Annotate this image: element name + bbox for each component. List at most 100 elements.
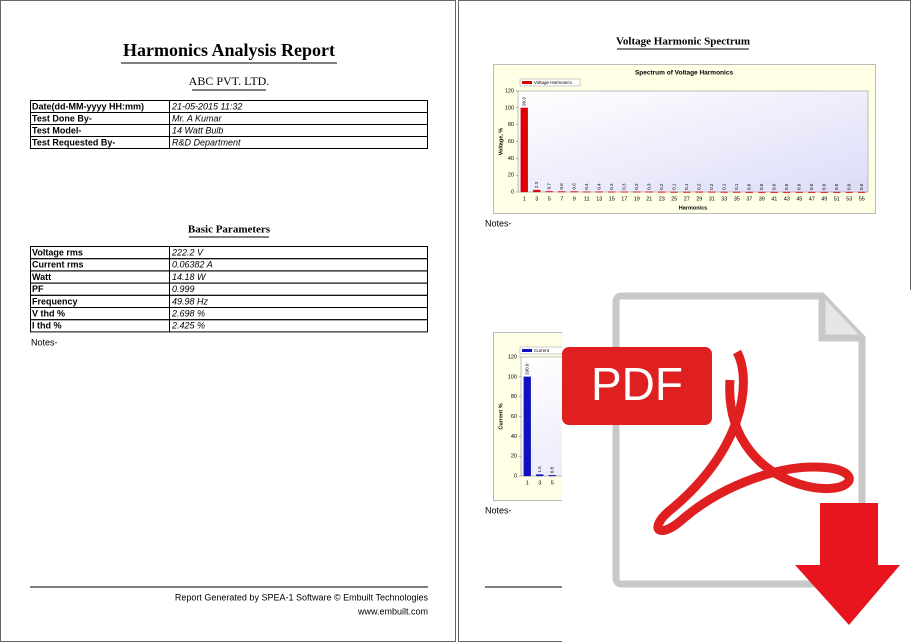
row-value: 21-05-2015 11:32 <box>171 101 242 111</box>
x-tick-label: 7 <box>560 196 563 202</box>
bar <box>620 191 628 193</box>
value-label: 2.3 <box>534 181 539 188</box>
row-value: 14.18 W <box>172 272 207 282</box>
row-label: Frequency <box>32 296 78 306</box>
legend-label: Voltage Harmonics <box>534 80 573 85</box>
value-label: 100.0 <box>524 363 529 375</box>
bar <box>858 191 866 193</box>
x-tick-label: 51 <box>834 196 840 202</box>
row-label: Test Done By- <box>32 113 92 123</box>
row-value: Mr. A Kumar <box>172 113 223 123</box>
value-label: 0.6 <box>571 183 576 190</box>
value-label: 0.6 <box>559 183 564 190</box>
value-label: 0.0 <box>759 183 764 190</box>
value-label: 99.9 <box>521 97 526 106</box>
x-tick-label: 55 <box>859 196 865 202</box>
x-tick-label: 39 <box>759 196 765 202</box>
row-label: Test Requested By- <box>32 137 115 147</box>
x-tick-label: 35 <box>734 196 740 202</box>
x-tick-label: 1 <box>523 196 526 202</box>
row-value: 0.06382 A <box>172 260 213 270</box>
x-tick-label: 25 <box>671 196 677 202</box>
value-label: 0.8 <box>549 466 554 473</box>
y-tick-label: 120 <box>508 354 517 360</box>
x-tick-label: 13 <box>596 196 602 202</box>
bar <box>583 191 591 193</box>
value-label: 0.7 <box>546 183 551 190</box>
x-tick-label: 23 <box>659 196 665 202</box>
table-cell <box>169 319 428 333</box>
website: www.embuilt.com <box>357 606 428 616</box>
x-axis-label: Harmonics <box>679 205 707 211</box>
x-tick-label: 5 <box>548 196 551 202</box>
y-tick-label: 60 <box>511 414 517 420</box>
value-label: 0.1 <box>734 183 739 190</box>
bar <box>783 191 791 193</box>
y-tick-label: 40 <box>508 156 514 162</box>
x-tick-label: 19 <box>634 196 640 202</box>
x-tick-label: 15 <box>609 196 615 202</box>
value-label: 0.2 <box>659 183 664 190</box>
bar <box>520 107 528 193</box>
x-tick-label: 49 <box>821 196 827 202</box>
y-axis-label: Current % <box>498 403 504 429</box>
value-label: 0.1 <box>684 183 689 190</box>
row-label: I thd % <box>32 321 62 331</box>
x-tick-label: 3 <box>535 196 538 202</box>
notes: Notes- <box>31 337 58 347</box>
report-title: Harmonics Analysis Report <box>123 40 335 60</box>
value-label: 0.3 <box>634 183 639 190</box>
row-value: 222.2 V <box>171 247 204 257</box>
row-value: 2.698 % <box>171 308 205 318</box>
company: ABC PVT. LTD. <box>189 74 270 88</box>
bar <box>683 191 691 193</box>
row-value: 49.98 Hz <box>172 296 209 306</box>
bar <box>545 191 553 193</box>
row-value: R&D Department <box>172 137 241 147</box>
download-arrow <box>795 503 900 625</box>
section-title: Basic Parameters <box>188 224 271 236</box>
bar <box>770 191 778 193</box>
value-label: 1.5 <box>537 466 542 473</box>
bar <box>645 191 653 193</box>
bar <box>670 191 678 193</box>
bar <box>795 191 803 193</box>
y-tick-label: 40 <box>511 434 517 440</box>
y-tick-label: 0 <box>514 473 517 479</box>
x-tick-label: 41 <box>771 196 777 202</box>
value-label: 0.1 <box>721 183 726 190</box>
row-label: V thd % <box>32 308 65 318</box>
bar <box>820 191 828 193</box>
bar <box>695 191 703 193</box>
y-tick-label: 80 <box>508 122 514 128</box>
row-label: PF <box>32 284 44 294</box>
bar <box>548 475 556 477</box>
bar <box>808 191 816 193</box>
row-value: 0.999 <box>172 284 195 294</box>
value-label: 0.1 <box>671 183 676 190</box>
value-label: 0.0 <box>859 183 864 190</box>
legend-box <box>519 78 581 87</box>
bar <box>720 191 728 193</box>
legend-label: Current <box>534 348 550 353</box>
x-tick-label: 31 <box>709 196 715 202</box>
bar <box>708 191 716 193</box>
footer: Report Generated by SPEA-1 Software © Em… <box>175 592 429 602</box>
bar <box>833 191 841 193</box>
bar <box>536 474 544 477</box>
value-label: 0.0 <box>846 183 851 190</box>
bar <box>558 191 566 193</box>
y-axis-label: Voltage, % <box>498 128 504 156</box>
x-tick-label: 21 <box>646 196 652 202</box>
acrobat-swirl <box>653 349 854 535</box>
row-label: Watt <box>32 272 51 282</box>
x-tick-label: 45 <box>796 196 802 202</box>
plot-area <box>517 90 869 193</box>
page-1 <box>0 0 456 642</box>
table-cell <box>169 136 428 149</box>
x-tick-label: 27 <box>684 196 690 202</box>
pdf-label: PDF <box>591 358 683 410</box>
bar <box>758 191 766 193</box>
row-value: 14 Watt Bulb <box>172 125 223 135</box>
